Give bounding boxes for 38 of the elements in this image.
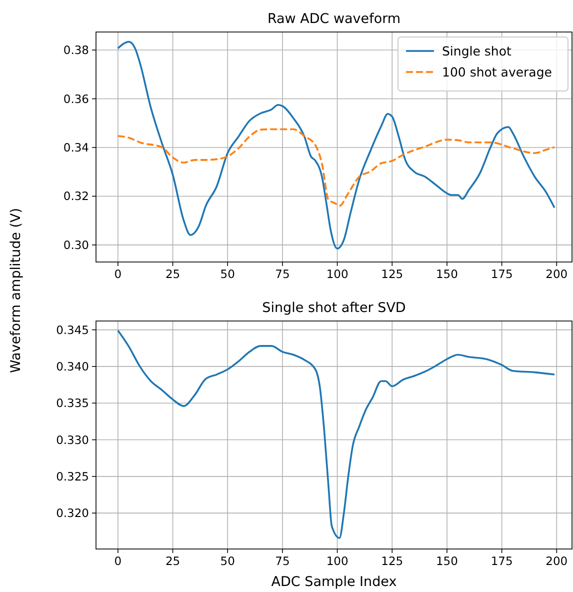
- legend-label: 100 shot average: [442, 64, 552, 80]
- x-tick-label: 125: [381, 554, 404, 568]
- x-tick-label: 0: [114, 267, 122, 281]
- y-tick-label: 0.32: [63, 189, 89, 204]
- y-tick-label: 0.30: [63, 238, 89, 252]
- y-tick-label: 0.38: [63, 43, 89, 58]
- x-tick-label: 200: [546, 267, 568, 281]
- x-tick-label: 175: [490, 554, 513, 568]
- x-tick-label: 100: [326, 267, 348, 281]
- y-tick-label: 0.340: [56, 359, 89, 374]
- x-tick-label: 50: [220, 267, 235, 281]
- y-tick-label: 0.320: [56, 506, 89, 520]
- y-tick-label: 0.325: [56, 469, 89, 484]
- y-tick-label: 0.34: [63, 140, 89, 155]
- x-tick-label: 150: [436, 554, 458, 568]
- y-tick-label: 0.330: [56, 432, 89, 447]
- x-tick-label: 125: [381, 267, 404, 281]
- chart-title: Single shot after SVD: [262, 300, 406, 316]
- x-tick-label: 50: [220, 554, 235, 568]
- x-tick-label: 75: [275, 554, 290, 568]
- x-axis-title: ADC Sample Index: [271, 574, 397, 590]
- x-tick-label: 75: [275, 267, 290, 281]
- chart-title: Raw ADC waveform: [267, 11, 401, 27]
- x-tick-label: 200: [546, 554, 568, 568]
- x-tick-label: 0: [114, 554, 122, 568]
- y-tick-label: 0.36: [63, 92, 89, 106]
- y-axis-title: Waveform amplitude (V): [8, 208, 24, 374]
- line-series: [117, 128, 556, 207]
- y-tick-label: 0.345: [56, 322, 89, 337]
- x-tick-label: 25: [165, 554, 180, 568]
- line-series: [117, 330, 556, 539]
- legend-label: Single shot: [442, 43, 512, 58]
- line-series: [117, 40, 556, 250]
- x-tick-label: 25: [165, 267, 180, 281]
- x-tick-label: 175: [490, 267, 513, 281]
- x-tick-label: 150: [436, 267, 458, 281]
- x-tick-label: 100: [326, 554, 348, 568]
- y-tick-label: 0.335: [56, 396, 89, 410]
